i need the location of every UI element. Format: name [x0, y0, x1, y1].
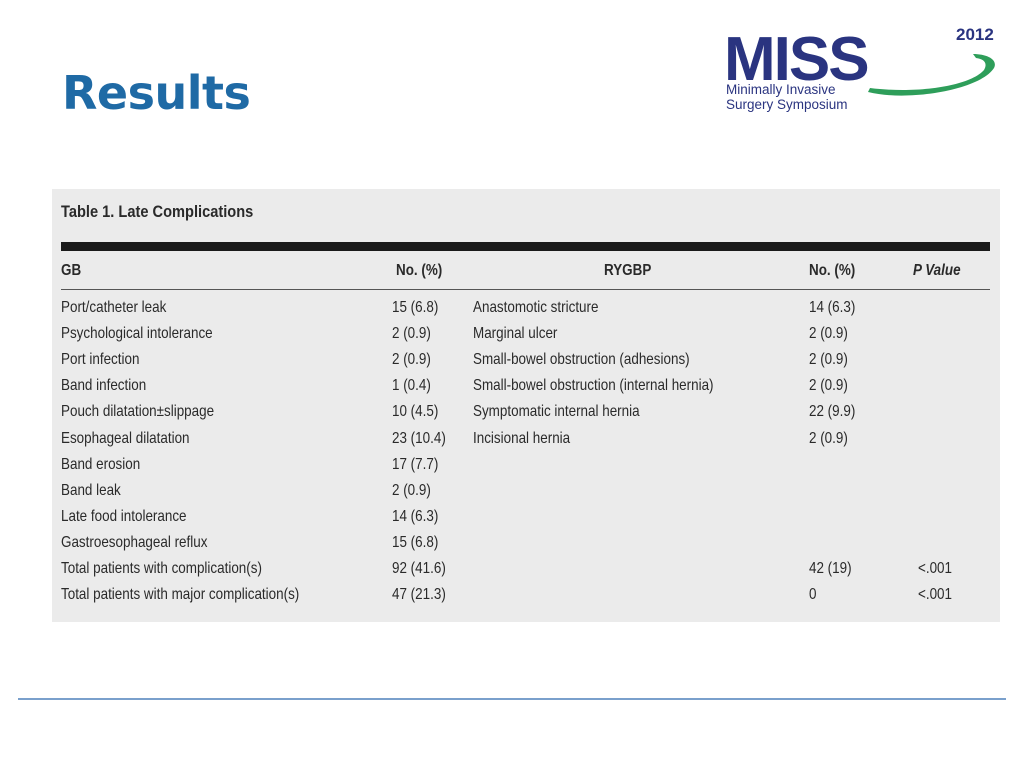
header-rule	[61, 289, 990, 290]
header-rygbp: RYGBP	[604, 262, 652, 279]
cell-gb-count: 10 (4.5)	[392, 403, 439, 421]
header-rygbp-no: No. (%)	[809, 262, 856, 279]
cell-gb-complication: Band erosion	[61, 455, 141, 473]
cell-gb-complication: Port infection	[61, 351, 140, 369]
logo-mark: MISS	[724, 25, 868, 94]
cell-rygbp-count: 2 (0.9)	[809, 377, 848, 395]
cell-gb-complication: Late food intolerance	[61, 507, 187, 525]
cell-rygbp-count: 42 (19)	[809, 560, 852, 577]
cell-gb-count: 1 (0.4)	[392, 377, 431, 395]
cell-rygbp-count: 2 (0.9)	[809, 429, 848, 447]
cell-rygbp-count: 0	[809, 586, 817, 604]
cell-gb-count: 15 (6.8)	[392, 299, 439, 316]
logo-year: 2012	[956, 25, 994, 44]
header-gb-no: No. (%)	[396, 262, 443, 279]
cell-rygbp-complication: Small-bowel obstruction (internal hernia…	[473, 377, 714, 395]
cell-gb-complication: Port/catheter leak	[61, 299, 167, 316]
cell-rygbp-complication: Anastomotic stricture	[473, 299, 599, 316]
cell-gb-count: 2 (0.9)	[392, 351, 431, 369]
cell-rygbp-complication: Marginal ulcer	[473, 325, 558, 343]
cell-rygbp-count: 22 (9.9)	[809, 403, 856, 421]
logo-graphic: MISS 2012 Minimally Invasive Surgery Sym…	[724, 25, 995, 112]
cell-gb-complication: Band leak	[61, 481, 121, 499]
header-p-value: P Value	[913, 262, 961, 279]
cell-rygbp-count: 2 (0.9)	[809, 351, 848, 369]
logo-swoosh	[868, 54, 995, 96]
table-caption: Table 1. Late Complications	[61, 202, 254, 221]
cell-rygbp-count: 2 (0.9)	[809, 325, 848, 343]
logo-line1: Minimally Invasive	[726, 82, 836, 97]
cell-rygbp-complication: Symptomatic internal hernia	[473, 403, 640, 421]
cell-gb-count: 92 (41.6)	[392, 560, 446, 577]
footer-divider	[18, 698, 1006, 700]
cell-gb-complication: Psychological intolerance	[61, 325, 213, 343]
cell-gb-count: 14 (6.3)	[392, 507, 439, 525]
cell-gb-count: 15 (6.8)	[392, 533, 439, 551]
cell-rygbp-complication: Incisional hernia	[473, 429, 571, 447]
header-gb: GB	[61, 262, 82, 279]
cell-gb-count: 2 (0.9)	[392, 325, 431, 343]
cell-gb-complication: Esophageal dilatation	[61, 429, 190, 447]
table-top-rule	[61, 242, 990, 251]
miss-2012-logo: MISS 2012 Minimally Invasive Surgery Sym…	[718, 18, 1018, 118]
cell-rygbp-complication: Small-bowel obstruction (adhesions)	[473, 351, 690, 369]
logo-line2: Surgery Symposium	[726, 97, 848, 112]
cell-gb-count: 17 (7.7)	[392, 455, 439, 473]
cell-gb-complication: Band infection	[61, 377, 147, 395]
cell-gb-complication: Pouch dilatation±slippage	[61, 403, 215, 421]
cell-p-value: <.001	[918, 560, 953, 577]
cell-gb-complication: Gastroesophageal reflux	[61, 533, 208, 551]
cell-rygbp-count: 14 (6.3)	[809, 299, 856, 316]
cell-gb-complication: Total patients with complication(s)	[61, 560, 262, 577]
cell-p-value: <.001	[918, 586, 953, 604]
cell-gb-count: 2 (0.9)	[392, 481, 431, 499]
cell-gb-count: 47 (21.3)	[392, 586, 446, 604]
cell-gb-count: 23 (10.4)	[392, 429, 446, 447]
slide-title: Results	[62, 66, 251, 120]
cell-gb-complication: Total patients with major complication(s…	[61, 586, 300, 604]
late-complications-table: Table 1. Late Complications GB No. (%) R…	[52, 189, 1000, 622]
